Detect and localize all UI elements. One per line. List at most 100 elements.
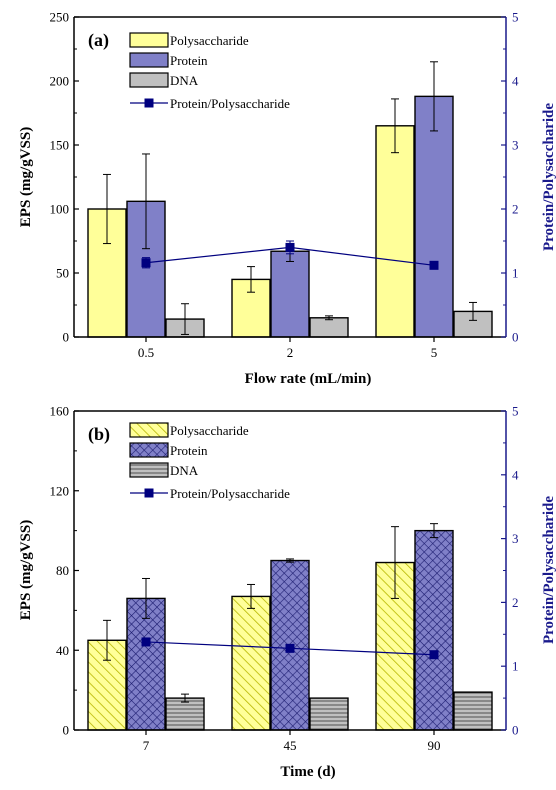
y-right-tick-label: 3 <box>512 531 519 546</box>
error-bar-polysaccharide-5 <box>391 98 399 154</box>
x-tick-label: 7 <box>143 738 150 753</box>
legend-swatch-dna <box>129 462 169 478</box>
panel-label-b: (b) <box>88 424 110 445</box>
error-bar-protein-90 <box>430 523 438 539</box>
error-bar-protein-0.5 <box>142 153 150 250</box>
error-bar-polysaccharide-2 <box>247 266 255 293</box>
error-bars-layer <box>103 523 438 703</box>
ratio-point-2 <box>285 242 295 252</box>
bar-protein-2 <box>270 250 310 338</box>
error-bar-dna-5 <box>469 301 477 321</box>
y-right-tick-label: 5 <box>512 10 519 25</box>
ratio-point-90 <box>429 650 439 660</box>
legend-label-dna: DNA <box>170 73 199 88</box>
error-bar-polysaccharide-0.5 <box>103 173 111 245</box>
axes-layer <box>73 410 507 735</box>
tick-labels-layer: 0 50 100 150 200 250 0 1 2 3 4 5 0.5 2 5 <box>50 10 520 361</box>
y-right-tick-label: 4 <box>512 74 519 89</box>
y-tick-label: 40 <box>56 643 69 658</box>
error-bar-dna-0.5 <box>181 303 189 335</box>
y-axis-label-right-b: Protein/Polysaccharide <box>541 496 556 644</box>
y-tick-label: 150 <box>50 138 70 153</box>
legend-label-polysaccharide: Polysaccharide <box>170 423 249 438</box>
y-right-tick-label: 0 <box>512 330 519 345</box>
y-tick-label: 250 <box>50 10 70 25</box>
x-tick-label: 5 <box>431 345 438 360</box>
error-bar-polysaccharide-90 <box>391 526 399 599</box>
error-bar-protein-5 <box>430 61 438 132</box>
error-bar-protein-7 <box>142 577 150 619</box>
y-tick-label: 0 <box>63 330 70 345</box>
legend-swatch-protein <box>129 442 169 458</box>
bar-polysaccharide-45 <box>231 595 271 731</box>
error-bars-layer <box>103 61 477 335</box>
ratio-point-5 <box>429 260 439 270</box>
error-bar-dna-7 <box>181 693 189 703</box>
error-bar-protein-45 <box>286 558 294 563</box>
y-right-tick-label: 5 <box>512 404 519 419</box>
legend-marker-ratio <box>144 488 154 498</box>
legend-swatch-polysaccharide <box>129 32 169 48</box>
y-right-tick-label: 1 <box>512 659 519 674</box>
y-right-tick-label: 0 <box>512 723 519 738</box>
x-tick-label: 2 <box>287 345 294 360</box>
y-right-tick-label: 2 <box>512 595 519 610</box>
error-bar-dna-2 <box>325 315 333 321</box>
ratio-line-layer <box>141 240 439 270</box>
legend-swatch-protein <box>129 52 169 68</box>
y-right-tick-label: 1 <box>512 266 519 281</box>
y-axis-label-right-a: Protein/Polysaccharide <box>541 103 556 251</box>
bar-polysaccharide-5 <box>375 125 415 338</box>
legend-label-protein: Protein <box>170 443 208 458</box>
bar-protein-7 <box>126 597 166 731</box>
y-tick-label: 120 <box>50 483 70 498</box>
panel-label-a: (a) <box>88 30 109 51</box>
bar-dna-45 <box>309 697 349 731</box>
x-tick-label: 0.5 <box>138 345 154 360</box>
ratio-line-layer <box>141 637 439 660</box>
bar-protein-90 <box>414 529 454 731</box>
legend-label-dna: DNA <box>170 463 199 478</box>
y-tick-label: 80 <box>56 563 69 578</box>
bar-protein-5 <box>414 95 454 338</box>
error-bar-polysaccharide-45 <box>247 583 255 609</box>
ratio-point-0.5 <box>141 258 151 268</box>
bar-polysaccharide-90 <box>375 561 415 731</box>
y-tick-label: 0 <box>63 723 70 738</box>
legend-label-ratio: Protein/Polysaccharide <box>170 96 290 111</box>
legend-swatch-polysaccharide <box>129 422 169 438</box>
y-right-tick-label: 3 <box>512 138 519 153</box>
ratio-point-7 <box>141 637 151 647</box>
bars-layer <box>87 95 493 338</box>
legend-label-polysaccharide: Polysaccharide <box>170 33 249 48</box>
y-tick-label: 100 <box>50 202 70 217</box>
legend-swatch-dna <box>129 72 169 88</box>
y-tick-label: 50 <box>56 266 69 281</box>
x-axis-label-a: Flow rate (mL/min) <box>245 371 372 387</box>
bar-dna-7 <box>165 697 205 731</box>
axes-layer <box>73 16 507 342</box>
bars-layer <box>87 529 493 731</box>
legend-label-protein: Protein <box>170 53 208 68</box>
legend-marker-ratio <box>144 98 154 108</box>
y-right-tick-label: 4 <box>512 467 519 482</box>
legend-label-ratio: Protein/Polysaccharide <box>170 486 290 501</box>
x-tick-label: 45 <box>284 738 297 753</box>
legend-b: Polysaccharide Protein DNA Protein/Polysacc… <box>129 422 290 501</box>
bar-dna-90 <box>453 691 493 731</box>
error-bar-polysaccharide-7 <box>103 619 111 661</box>
legend-a: Polysaccharide Protein DNA Protein/Polysacc… <box>129 32 290 111</box>
ratio-point-45 <box>285 643 295 653</box>
y-right-tick-label: 2 <box>512 202 519 217</box>
x-axis-label-b: Time (d) <box>280 764 335 780</box>
y-tick-label: 160 <box>50 404 70 419</box>
bar-dna-2 <box>309 317 349 338</box>
y-axis-label-b: EPS (mg/gVSS) <box>18 520 34 620</box>
chart-panel-a: 0 50 100 150 200 250 0 1 2 3 4 5 0.5 2 5 (a) Flow rate… <box>18 10 556 388</box>
y-axis-label-a: EPS (mg/gVSS) <box>18 127 34 227</box>
x-tick-label: 90 <box>428 738 441 753</box>
y-tick-label: 200 <box>50 74 70 89</box>
